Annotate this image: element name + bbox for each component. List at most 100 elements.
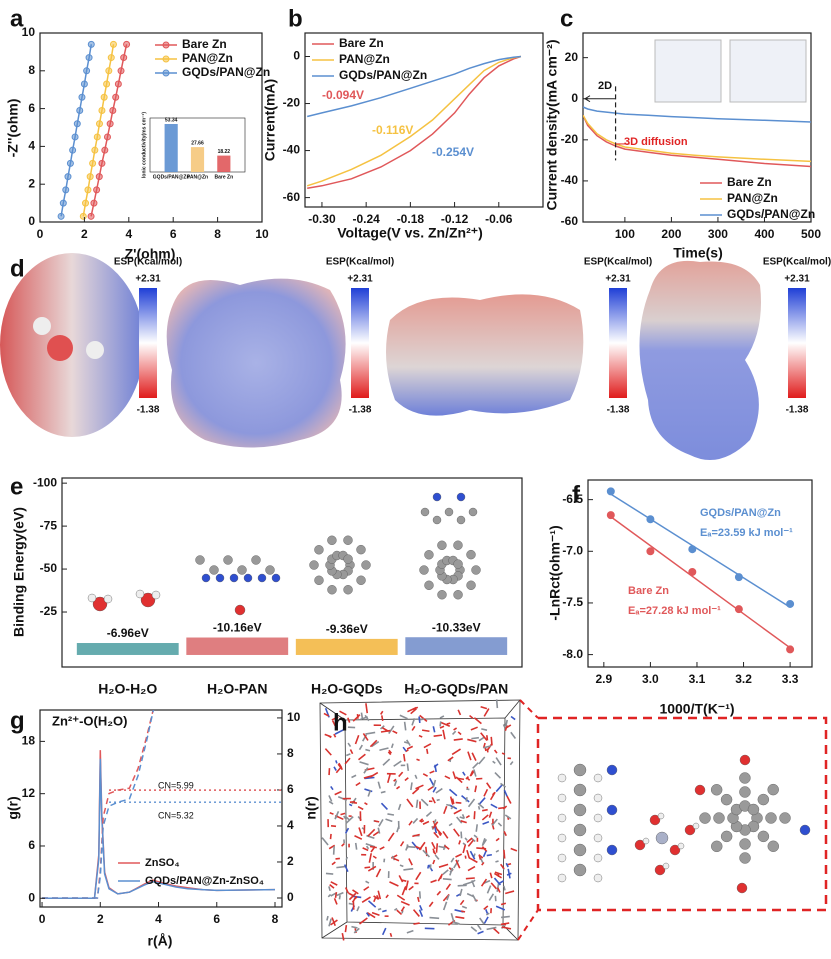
y-tick-label: -100 [33, 475, 57, 489]
md-stick [349, 749, 354, 755]
md-stick [379, 725, 385, 730]
atom [557, 773, 567, 783]
y-tick-label: -7.0 [562, 543, 583, 557]
md-stick [500, 902, 507, 906]
marker [103, 133, 111, 141]
md-stick [453, 738, 463, 741]
md-stick [442, 869, 449, 876]
atom [309, 560, 319, 570]
md-stick [348, 803, 353, 807]
fit-line [610, 493, 791, 608]
y2-tick-label: 8 [287, 746, 294, 760]
marker [82, 199, 90, 207]
md-stick [393, 760, 402, 767]
md-stick [505, 890, 515, 895]
bar [164, 123, 178, 172]
value-label: 27.66 [191, 140, 204, 146]
md-stick [504, 814, 512, 820]
atom [593, 773, 603, 783]
atom [765, 812, 777, 824]
marker [120, 54, 128, 62]
annotation: Eₐ=23.59 kJ mol⁻¹ [700, 527, 793, 539]
atom [327, 585, 337, 595]
md-stick [344, 925, 348, 933]
gqd-pan-surface [639, 260, 761, 460]
md-stick [430, 879, 437, 884]
md-stick [483, 916, 489, 924]
legend-marker [162, 55, 170, 63]
x-tick-label: -0.12 [441, 212, 469, 226]
atom [739, 772, 751, 784]
md-stick [483, 905, 489, 910]
md-stick [326, 915, 329, 921]
md-stick [388, 749, 393, 754]
md-stick [471, 736, 480, 740]
md-stick [477, 924, 482, 931]
md-stick [481, 728, 488, 731]
atom [767, 840, 779, 852]
md-stick [467, 738, 477, 743]
x-tick-label: 3.3 [782, 672, 799, 686]
md-stick [495, 837, 500, 842]
md-stick [467, 798, 476, 808]
md-stick [335, 857, 340, 860]
md-stick [377, 890, 382, 900]
atom [215, 573, 225, 583]
fit-line [610, 516, 791, 649]
esp-max: +2.31 [605, 274, 631, 285]
y-axis-label: -LnRct(ohm⁻¹) [547, 525, 563, 620]
chart-title: Zn²⁺-O(H₂O) [52, 713, 127, 728]
md-stick [480, 878, 488, 887]
atom [593, 793, 603, 803]
md-stick [412, 706, 419, 711]
md-stick [422, 820, 430, 825]
y2-tick-label: 4 [287, 818, 294, 832]
atom [265, 565, 275, 575]
atom [424, 580, 434, 591]
md-stick [486, 782, 492, 789]
md-stick [336, 891, 344, 897]
marker [87, 212, 95, 220]
md-stick [382, 909, 387, 913]
md-stick [453, 859, 460, 869]
md-stick [422, 849, 431, 858]
atom [468, 507, 478, 517]
zoom-box [536, 716, 828, 912]
md-stick [500, 915, 510, 919]
atom [424, 550, 434, 560]
y-tick-label: 8 [28, 63, 35, 77]
atom [606, 844, 618, 856]
md-stick [405, 880, 409, 891]
marker [101, 146, 109, 154]
atom [694, 784, 706, 796]
md-stick [465, 797, 468, 802]
atom [669, 844, 681, 856]
md-stick [397, 803, 402, 811]
atom [739, 754, 751, 766]
atom [257, 573, 267, 583]
md-stick [442, 830, 449, 839]
marker [109, 106, 117, 114]
md-stick [507, 868, 511, 879]
atom [739, 786, 751, 798]
bar [217, 155, 231, 172]
md-stick [482, 850, 487, 858]
md-stick [415, 784, 424, 790]
md-stick [366, 912, 376, 919]
atom [229, 573, 239, 583]
md-stick [341, 842, 345, 847]
x-tick-label: 200 [661, 227, 681, 241]
md-stick [358, 753, 366, 761]
md-stick [426, 748, 429, 754]
md-stick [481, 838, 486, 845]
md-stick [448, 788, 458, 797]
marker [66, 159, 74, 167]
y-axis-label: g(r) [5, 796, 21, 819]
marker [734, 573, 743, 582]
marker [91, 146, 99, 154]
md-stick [432, 779, 437, 788]
esp-min: -1.38 [137, 405, 160, 416]
md-stick [452, 771, 457, 780]
y-tick-label: -60 [283, 190, 301, 204]
y-tick-label: 0 [293, 49, 300, 63]
